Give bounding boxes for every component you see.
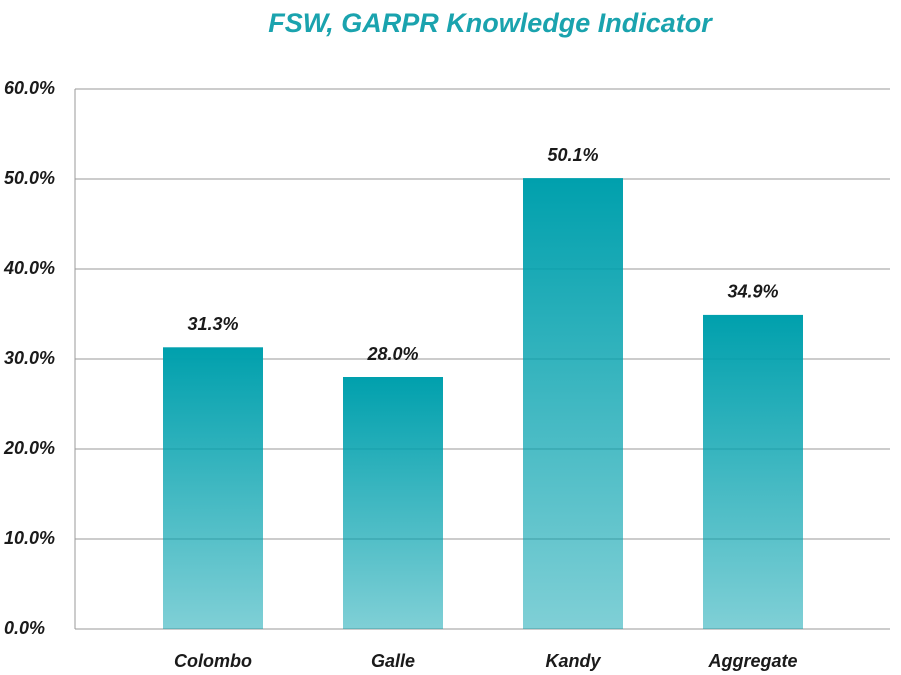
y-tick-label: 40.0% xyxy=(3,258,55,278)
y-tick-label: 10.0% xyxy=(4,528,55,548)
bar xyxy=(163,347,263,629)
x-tick-label: Colombo xyxy=(174,651,252,671)
data-label: 28.0% xyxy=(366,344,418,364)
y-tick-label: 50.0% xyxy=(4,168,55,188)
y-tick-label: 0.0% xyxy=(4,618,45,638)
y-tick-label: 30.0% xyxy=(4,348,55,368)
data-label: 50.1% xyxy=(547,145,598,165)
x-tick-label: Galle xyxy=(371,651,415,671)
data-label: 31.3% xyxy=(187,314,238,334)
chart-title: FSW, GARPR Knowledge Indicator xyxy=(268,8,713,38)
bar xyxy=(343,377,443,629)
y-tick-label: 60.0% xyxy=(4,78,55,98)
bar xyxy=(523,178,623,629)
x-tick-label: Aggregate xyxy=(707,651,797,671)
bar xyxy=(703,314,803,629)
x-tick-label: Kandy xyxy=(545,651,601,671)
data-label: 34.9% xyxy=(727,282,778,302)
y-tick-label: 20.0% xyxy=(3,438,55,458)
